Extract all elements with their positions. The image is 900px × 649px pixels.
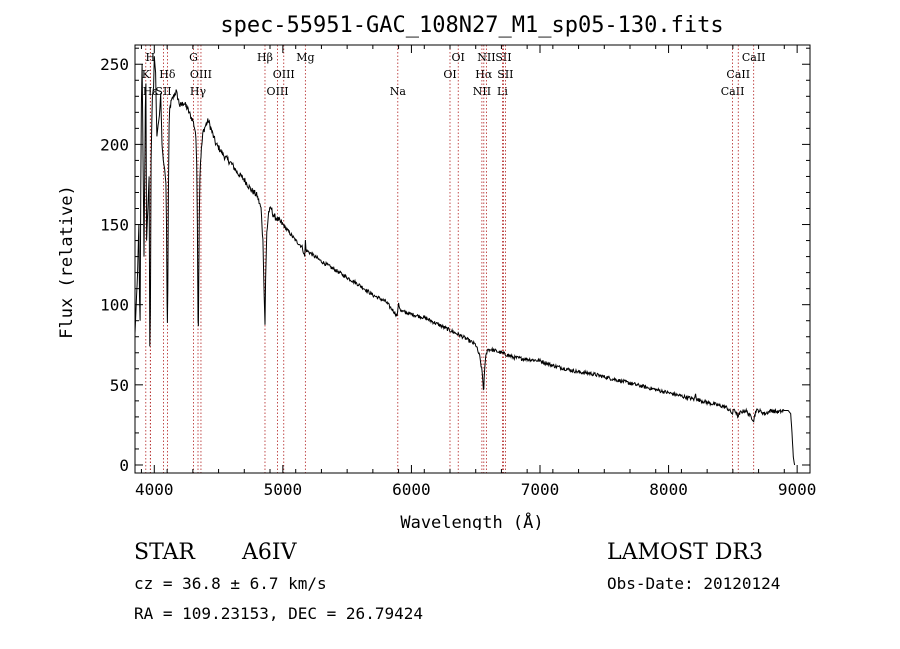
line-id-label: OI (452, 51, 465, 64)
line-id-label: SII (497, 68, 513, 81)
line-id-label: NII (477, 51, 495, 64)
line-id-label: OIII (267, 85, 289, 98)
y-tick-label: 0 (119, 456, 129, 475)
spectrum-flux-line (134, 56, 796, 466)
x-tick-label: 5000 (264, 480, 303, 499)
line-id-label: OIII (273, 68, 295, 81)
x-tick-label: 7000 (521, 480, 560, 499)
line-id-label: OIII (190, 68, 212, 81)
line-id-label: OI (443, 68, 456, 81)
line-id-label: K (142, 68, 151, 81)
line-id-label: Hε (143, 85, 159, 98)
subclass-label: A6IV (242, 540, 297, 565)
class-label: STAR (134, 540, 195, 565)
y-tick-label: 50 (110, 376, 129, 395)
line-id-label: Hγ (190, 85, 207, 98)
x-tick-label: 4000 (135, 480, 174, 499)
line-id-label: H (146, 51, 156, 64)
y-tick-label: 100 (100, 296, 129, 315)
y-tick-label: 150 (100, 216, 129, 235)
x-tick-label: 6000 (392, 480, 431, 499)
line-id-label: Na (390, 85, 407, 98)
survey-label: LAMOST DR3 (607, 540, 763, 565)
spectrum-chart: spec-55951-GAC_108N27_M1_sp05-130.fits W… (57, 13, 817, 530)
chart-title: spec-55951-GAC_108N27_M1_sp05-130.fits (220, 13, 723, 38)
line-id-label: NII (473, 85, 491, 98)
line-id-label: Hα (475, 68, 493, 81)
y-axis-label: Flux (relative) (57, 185, 77, 339)
line-id-label: Li (497, 85, 508, 98)
line-id-label: Hδ (159, 68, 176, 81)
x-tick-label: 8000 (649, 480, 688, 499)
x-tick-label: 9000 (778, 480, 817, 499)
x-axis-label: Wavelength (Å) (400, 511, 543, 530)
y-tick-label: 250 (100, 55, 129, 74)
line-id-label: Hβ (257, 51, 273, 64)
obs-date: Obs-Date: 20120124 (607, 574, 781, 593)
line-id-label: G (189, 51, 198, 64)
line-id-label: CaII (721, 85, 745, 98)
line-id-label: SII (495, 51, 511, 64)
plot-frame (134, 44, 811, 474)
line-id-label: CaII (726, 68, 750, 81)
line-id-label: Mg (296, 51, 314, 64)
y-tick-label: 200 (100, 135, 129, 154)
line-id-label: CaII (742, 51, 766, 64)
coordinates-readout: RA = 109.23153, DEC = 26.79424 (134, 604, 423, 623)
line-id-label: SII (155, 85, 171, 98)
cz-readout: cz = 36.8 ± 6.7 km/s (134, 574, 327, 593)
